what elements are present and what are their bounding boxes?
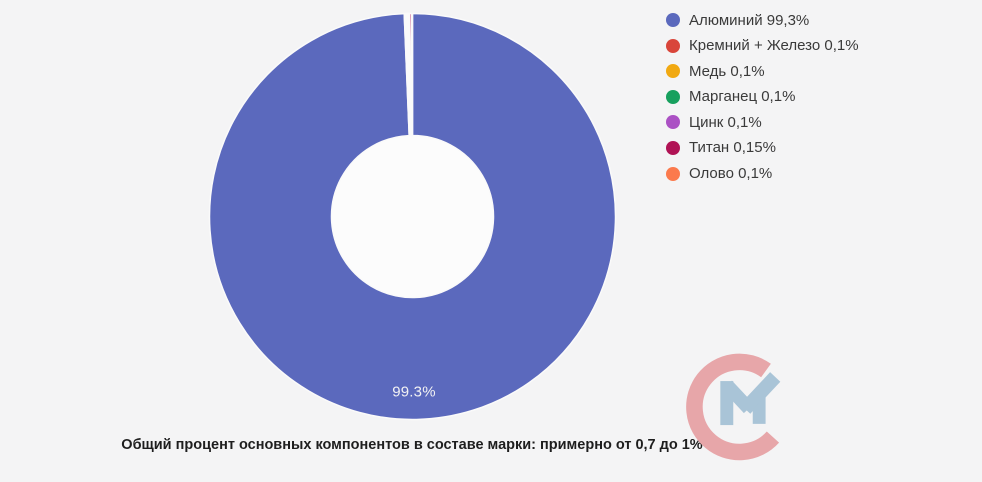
legend-item-6[interactable]: Олово 0,1% — [666, 165, 859, 183]
legend-swatch-icon — [666, 166, 680, 181]
legend-swatch-icon — [666, 38, 680, 53]
legend-item-4[interactable]: Цинк 0,1% — [666, 113, 859, 131]
donut-hole — [331, 135, 494, 298]
slice-value-label: 99.3% — [392, 383, 436, 401]
chart-caption: Общий процент основных компонентов в сос… — [121, 437, 703, 453]
legend-label: Титан 0,15% — [689, 139, 776, 157]
legend-label: Олово 0,1% — [689, 165, 773, 183]
legend-swatch-icon — [666, 115, 680, 130]
legend-item-0[interactable]: Алюминий 99,3% — [666, 11, 859, 29]
legend: Алюминий 99,3% Кремний + Железо 0,1% Медь … — [666, 11, 859, 190]
legend-swatch-icon — [666, 140, 680, 155]
watermark-logo — [686, 353, 781, 461]
legend-item-5[interactable]: Титан 0,15% — [666, 139, 859, 157]
pie-slice-6[interactable] — [410, 12, 414, 137]
logo-m-check — [720, 372, 781, 426]
legend-label: Марганец 0,1% — [689, 88, 796, 106]
legend-item-2[interactable]: Медь 0,1% — [666, 62, 859, 80]
legend-swatch-icon — [666, 89, 680, 104]
legend-item-3[interactable]: Марганец 0,1% — [666, 88, 859, 106]
legend-label: Кремний + Железо 0,1% — [689, 37, 859, 55]
legend-swatch-icon — [666, 13, 680, 27]
legend-swatch-icon — [666, 64, 680, 79]
logo-c-shape — [686, 353, 780, 461]
legend-label: Алюминий 99,3% — [689, 11, 810, 29]
legend-label: Цинк 0,1% — [689, 113, 762, 131]
legend-label: Медь 0,1% — [689, 62, 765, 80]
legend-item-1[interactable]: Кремний + Железо 0,1% — [666, 37, 859, 55]
pie-slice-0[interactable] — [208, 12, 617, 421]
